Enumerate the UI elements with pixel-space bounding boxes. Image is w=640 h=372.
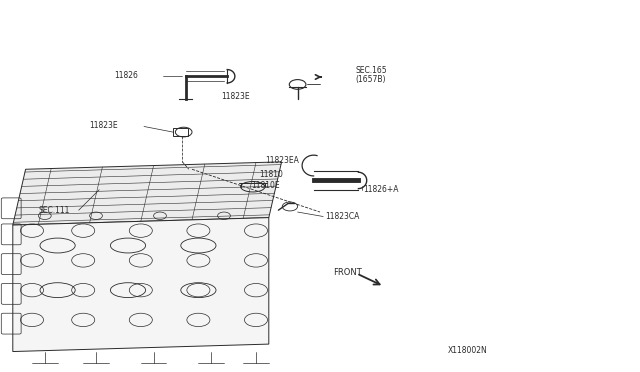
Text: 11823E: 11823E	[221, 92, 250, 101]
Text: 11826: 11826	[114, 71, 138, 80]
Text: 11810: 11810	[259, 170, 283, 179]
Text: 11823CA: 11823CA	[325, 212, 360, 221]
Text: 11823E: 11823E	[90, 121, 118, 130]
Text: 11810E: 11810E	[251, 182, 280, 190]
Text: SEC.111: SEC.111	[38, 206, 70, 215]
Polygon shape	[13, 218, 269, 352]
Text: 11826+A: 11826+A	[364, 185, 399, 194]
Polygon shape	[13, 162, 282, 225]
Text: X118002N: X118002N	[448, 346, 488, 355]
Text: SEC.165: SEC.165	[355, 66, 387, 75]
Text: 11823EA: 11823EA	[266, 156, 300, 165]
Text: FRONT: FRONT	[333, 268, 362, 277]
Text: (1657B): (1657B)	[355, 76, 386, 84]
